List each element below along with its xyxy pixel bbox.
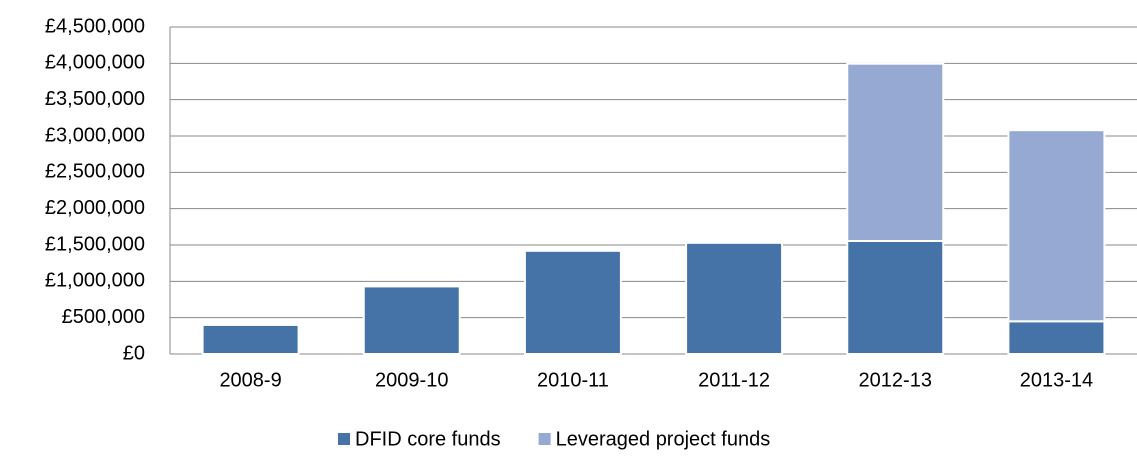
legend-swatch [338,433,350,445]
bar [362,285,461,356]
legend-label: Leveraged project funds [556,428,771,450]
x-tick-label: 2012-13 [859,369,932,391]
legend-swatch [538,433,551,445]
y-tick-label: £2,500,000 [45,161,145,183]
y-tick-label: £4,000,000 [45,52,145,74]
y-tick-label: £500,000 [62,306,145,328]
y-tick-label: £0 [123,342,145,364]
bar [846,62,945,243]
y-tick-label: £1,000,000 [45,270,145,292]
x-tick-label: 2013-14 [1020,369,1093,391]
y-tick-label: £1,500,000 [45,233,145,255]
bar [201,323,300,355]
bar [1007,320,1106,355]
bar [685,241,784,356]
y-tick-label: £4,500,000 [45,15,145,37]
x-tick-label: 2011-12 [698,369,770,391]
x-tick-label: 2008-9 [219,369,281,391]
x-tick-label: 2009-10 [375,369,448,391]
y-tick-label: £2,000,000 [45,197,145,219]
legend-label: DFID core funds [355,428,501,450]
x-tick-label: 2010-11 [537,369,609,391]
bar [1007,129,1106,323]
bar [523,249,622,356]
y-tick-label: £3,500,000 [45,88,145,110]
y-tick-label: £3,000,000 [45,124,145,146]
bar [846,240,945,355]
